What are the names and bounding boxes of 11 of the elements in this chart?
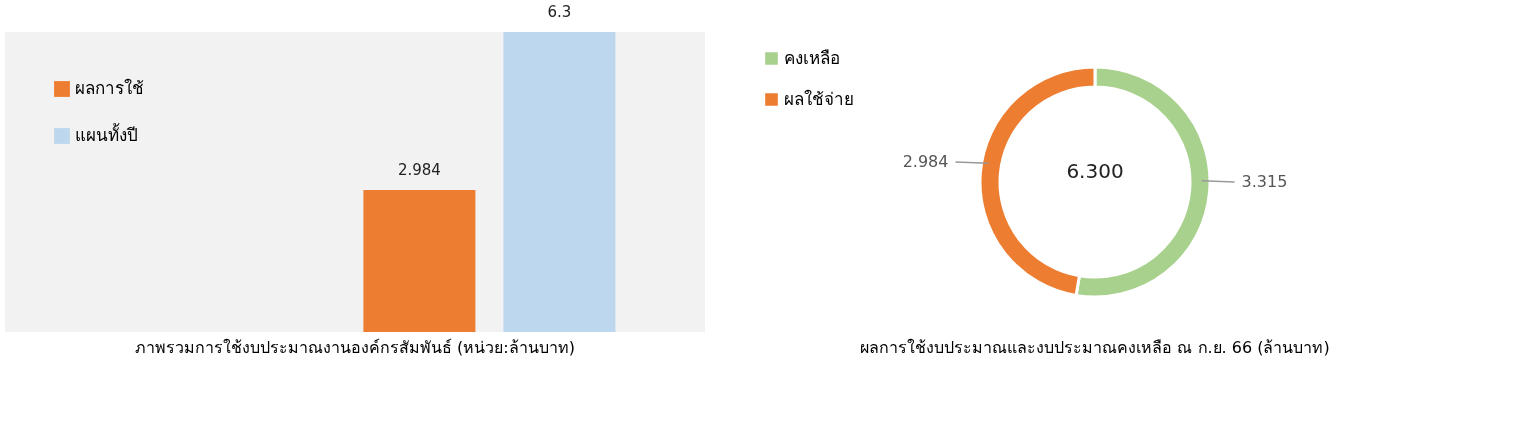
legend-label: ผลการใช้ (75, 78, 144, 98)
legend-label: คงเหลือ (784, 47, 840, 68)
legend-label: ผลใช้จ่าย (784, 88, 854, 109)
text: ผลการใช้งบประมาณและงบประมาณคงเหลือ ณ ก.ย. 66 (ล้านบาท) (860, 338, 1330, 357)
data-label: 2.984 (902, 152, 949, 172)
text: ภาพรวมการใช้งบประมาณงานองค์กรสัมพันธ์ (หน่วย:ล้านบาท) (135, 338, 575, 357)
data-label: 2.984 (397, 160, 441, 179)
data-label: 6.3 (547, 3, 572, 21)
text: 6.300 (1066, 159, 1124, 183)
data-label: 3.315 (1241, 171, 1288, 191)
legend-label: แผนทั้งปี (75, 123, 138, 145)
